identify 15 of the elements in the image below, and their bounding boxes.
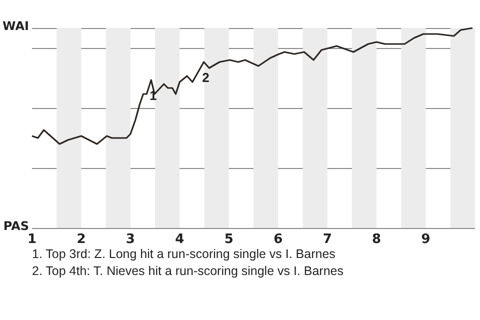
- x-tick-label: 3: [126, 232, 135, 247]
- x-tick-label: 7: [322, 232, 332, 247]
- text: 2. Top 4th: T. Nieves hit a run-scoring single vs I. Barnes: [32, 263, 344, 280]
- x-tick-label: 4: [175, 232, 184, 247]
- x-tick-label: 9: [421, 232, 430, 247]
- text: PAS: [3, 219, 29, 233]
- text: 1. Top 3rd: Z. Long hit a run-scoring single vs I. Barnes: [32, 246, 336, 263]
- x-tick-label: 6: [274, 232, 283, 247]
- x-tick-label: 8: [372, 232, 382, 247]
- x-tick-label: 2: [76, 232, 86, 247]
- text: WAI: [2, 19, 29, 33]
- annotation: 2: [202, 70, 210, 85]
- x-tick-label: 5: [224, 232, 234, 247]
- annotation: 1: [150, 88, 157, 103]
- x-tick-label: 1: [27, 232, 37, 247]
